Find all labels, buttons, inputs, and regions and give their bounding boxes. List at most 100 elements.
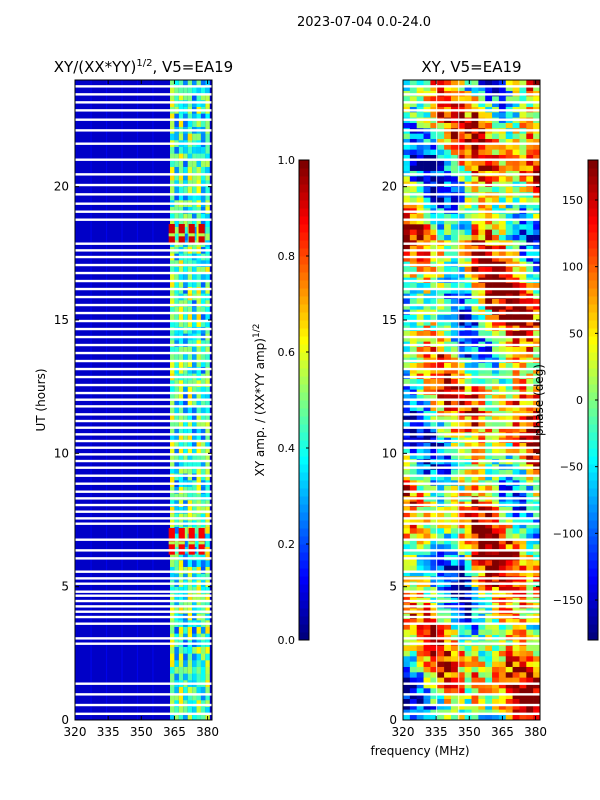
phase-cell: [444, 704, 452, 710]
phase-cell: [444, 234, 452, 241]
amp-cell: [205, 146, 210, 154]
phase-cell: [505, 298, 513, 305]
phase-cell: [409, 485, 417, 491]
amp-cell: [170, 713, 175, 721]
phase-cell: [409, 400, 417, 406]
phase-cell: [533, 645, 541, 651]
phase-cell: [526, 661, 534, 667]
phase-cell: [505, 666, 513, 673]
phase-cell: [505, 650, 513, 657]
phase-cell: [498, 469, 507, 475]
data-gap-line: [75, 433, 212, 436]
phase-cell: [519, 560, 527, 566]
phase-cell: [437, 656, 445, 662]
phase-cell: [430, 202, 438, 209]
amp-cell: [187, 313, 193, 321]
phase-cell: [471, 245, 479, 251]
phase-cell: [450, 528, 459, 534]
data-gap-line: [403, 303, 540, 307]
amp-cell: [187, 93, 193, 101]
phase-cell: [498, 528, 507, 534]
phase-cell: [471, 714, 479, 721]
phase-cell: [423, 522, 431, 529]
amp-cell: [178, 460, 184, 467]
phase-cell: [505, 405, 513, 411]
phase-cell: [471, 517, 479, 523]
phase-cell: [464, 80, 472, 86]
phase-cell: [409, 336, 417, 342]
amp-cell: [196, 86, 201, 94]
phase-cell: [471, 218, 479, 225]
amp-colorbar-tick-label: 0.6: [278, 346, 296, 359]
phase-cell: [423, 176, 431, 182]
phase-cell: [512, 362, 520, 369]
phase-cell: [464, 197, 472, 203]
phase-cell: [526, 234, 534, 241]
phase-cell: [498, 234, 507, 241]
data-gap-line: [75, 335, 212, 339]
phase-cell: [492, 549, 500, 555]
amp-peak-stripe: [168, 541, 175, 545]
phase-cell: [409, 160, 417, 166]
phase-cell: [533, 234, 541, 241]
phase-cell: [464, 250, 472, 257]
phase-cell: [403, 693, 411, 699]
phase-cell: [519, 352, 527, 358]
data-gap-line: [403, 218, 540, 221]
phase-cell: [526, 490, 534, 497]
amp-cell: [170, 80, 175, 87]
phase-cell: [492, 661, 500, 667]
phase-cell: [430, 229, 438, 235]
phase-cell: [409, 426, 417, 433]
phase-cell: [512, 714, 520, 721]
amp-cell: [196, 313, 201, 321]
amp-cell: [205, 166, 210, 174]
amp-cell: [174, 146, 179, 154]
phase-cell: [526, 474, 534, 481]
phase-cell: [485, 442, 493, 449]
phase-cell: [533, 384, 541, 390]
amp-cell: [183, 260, 188, 267]
phase-cell: [409, 80, 417, 86]
phase-cell: [403, 421, 411, 427]
amp-cell: [205, 660, 210, 667]
phase-cell: [526, 352, 534, 358]
phase-cell: [485, 517, 493, 523]
data-gap-line: [75, 446, 212, 449]
phase-cell: [464, 256, 472, 262]
phase-cell: [457, 245, 465, 251]
phase-cell: [512, 560, 520, 566]
amp-cell: [187, 306, 193, 314]
phase-cell: [444, 517, 452, 523]
phase-cell: [533, 416, 541, 422]
phase-cell: [526, 346, 534, 353]
phase-cell: [457, 400, 465, 406]
phase-cell: [403, 218, 411, 225]
phase-cell: [526, 122, 534, 129]
phase-cell: [423, 682, 431, 689]
amp-cell: [192, 500, 197, 507]
phase-cell: [512, 570, 520, 577]
amp-cell: [205, 86, 210, 94]
phase-cell: [457, 624, 465, 630]
phase-cell: [444, 506, 452, 513]
phase-cell: [512, 688, 520, 694]
phase-cell: [533, 474, 541, 481]
phase-cell: [471, 304, 479, 310]
phase-cell: [437, 517, 445, 523]
amp-cell: [187, 406, 193, 414]
phase-cell: [444, 218, 452, 225]
phase-cell: [450, 266, 459, 273]
amp-cell: [183, 453, 188, 461]
data-gap-line: [75, 549, 212, 552]
phase-cell: [430, 533, 438, 539]
data-gap-line: [75, 242, 212, 245]
amp-cell: [183, 713, 188, 721]
data-gap-line: [75, 295, 212, 299]
phase-cell: [450, 661, 459, 667]
phase-cell: [409, 698, 417, 705]
phase-cell: [533, 112, 541, 118]
phase-cell: [457, 256, 465, 262]
amp-cell: [178, 693, 184, 701]
phase-cell: [478, 629, 486, 635]
